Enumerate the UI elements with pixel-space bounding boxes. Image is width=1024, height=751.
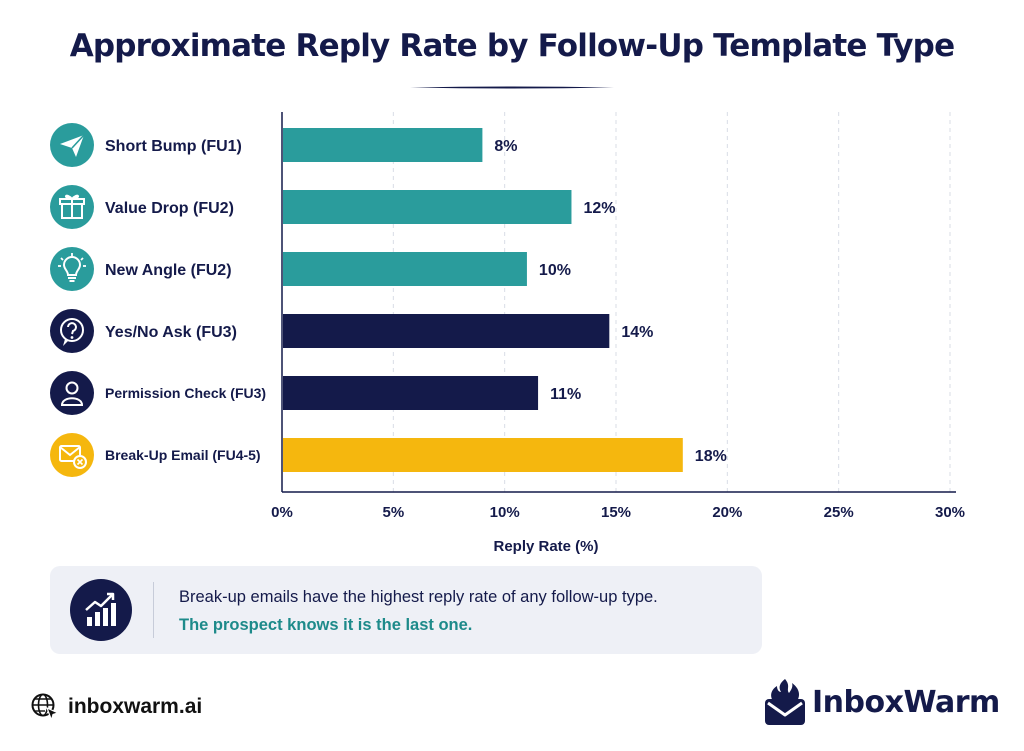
value-label: 14%: [621, 324, 653, 341]
bar: [283, 128, 483, 162]
brand-name: InboxWarm: [812, 684, 1000, 720]
category-label: New Angle (FU2): [105, 262, 232, 279]
value-label: 18%: [695, 448, 727, 465]
x-axis-title: Reply Rate (%): [493, 538, 598, 555]
bar: [283, 252, 527, 286]
lightbulb-icon: [50, 247, 94, 291]
x-tick-label: 10%: [490, 504, 520, 521]
question-chat-icon: [50, 309, 94, 353]
x-tick-label: 30%: [935, 504, 965, 521]
x-tick-label: 20%: [712, 504, 742, 521]
x-tick-label: 25%: [824, 504, 854, 521]
site-link[interactable]: inboxwarm.ai: [30, 690, 202, 724]
category-label: Permission Check (FU3): [105, 385, 266, 401]
value-label: 8%: [494, 138, 517, 155]
category-label: Yes/No Ask (FU3): [105, 324, 237, 341]
chart-title: Approximate Reply Rate by Follow-Up Temp…: [69, 28, 955, 64]
value-label: 10%: [539, 262, 571, 279]
bar: [283, 190, 572, 224]
x-tick-label: 5%: [382, 504, 404, 521]
category-label: Short Bump (FU1): [105, 138, 242, 155]
callout-divider: [153, 582, 154, 638]
growth-chart-icon: [70, 579, 132, 641]
bar: [283, 376, 539, 410]
value-label: 11%: [550, 386, 581, 403]
brand-logo: InboxWarm: [762, 676, 1000, 728]
bar: [283, 438, 683, 472]
site-url: inboxwarm.ai: [68, 695, 203, 718]
bar: [283, 314, 610, 348]
category-label: Value Drop (FU2): [105, 200, 234, 217]
user-icon: [50, 371, 94, 415]
bar-chart: 0% 5% 10% 15% 20% 25% 30% Reply Rate (%) Short B…: [50, 112, 965, 555]
inboxwarm-logo-icon: [765, 679, 805, 725]
value-label: 12%: [583, 200, 615, 217]
x-tick-label: 0%: [271, 504, 293, 521]
email-x-icon: [50, 433, 94, 477]
category-label: Break-Up Email (FU4-5): [105, 447, 261, 463]
x-tick-label: 15%: [601, 504, 631, 521]
gift-icon: [50, 185, 94, 229]
paper-plane-icon: [50, 123, 94, 167]
insight-callout: Break-up emails have the highest reply r…: [50, 566, 762, 654]
globe-cursor-icon: [31, 693, 60, 722]
title-underline: [410, 86, 614, 89]
callout-text: Break-up emails have the highest reply r…: [179, 588, 658, 606]
callout-highlight: The prospect knows it is the last one.: [179, 616, 473, 634]
